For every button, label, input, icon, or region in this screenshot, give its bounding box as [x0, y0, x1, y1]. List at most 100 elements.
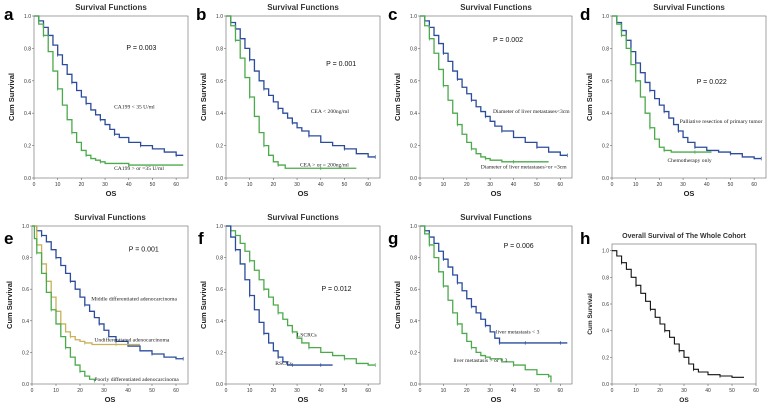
km-curve-2: [226, 15, 357, 169]
y-tick-label: 0.2: [410, 350, 417, 356]
y-tick-label: 1.0: [410, 224, 417, 230]
km-curve-2: [612, 15, 712, 153]
x-tick-label: 10: [633, 182, 639, 188]
series-label: Chemotherapy only: [667, 158, 711, 164]
x-axis-title: OS: [491, 395, 502, 404]
y-tick-label: 0.8: [216, 256, 223, 262]
km-curve-1: [420, 15, 568, 156]
y-tick-label: 1.0: [22, 224, 29, 230]
p-value: P = 0.012: [321, 286, 351, 293]
panel-label: f: [198, 229, 204, 248]
x-tick-label: 60: [558, 388, 564, 394]
x-tick-label: 20: [464, 388, 470, 394]
x-tick-label: 30: [294, 388, 300, 394]
plot-area: [419, 15, 573, 179]
x-tick-label: 10: [247, 182, 253, 188]
x-tick-label: 50: [149, 388, 155, 394]
x-tick-label: 20: [271, 182, 277, 188]
series-label: Diameter of liver metastases>or =3cm: [481, 163, 567, 170]
y-tick-label: 0.4: [216, 319, 223, 325]
x-tick-label: 30: [487, 182, 493, 188]
km-curve-1: [612, 15, 762, 160]
y-tick-label: 0.0: [602, 382, 609, 388]
y-tick-label: 0.4: [24, 111, 31, 117]
y-axis-title: Cum Survival: [393, 281, 402, 329]
panel-f: f Survival Functions 0.0 0.2 0.4 0.6 0.8 1.0 0 10…: [198, 213, 381, 404]
panel-b: b Survival Functions 0.0 0.2 0.4 0.6 0.8 1.0 0 10…: [196, 3, 381, 198]
x-tick-label: 0: [225, 388, 228, 394]
x-axis-title: OS: [684, 189, 695, 198]
x-tick-label: 30: [487, 388, 493, 394]
series-label: liver metastasis > or = 3: [453, 358, 507, 364]
y-tick-label: 0.0: [24, 176, 31, 182]
panel-h: h Overall Survival of The Whole Cohort 0.0…: [580, 229, 759, 404]
x-tick-label: 40: [126, 182, 132, 188]
y-tick-label: 0.8: [410, 46, 417, 52]
x-tick-label: 0: [419, 388, 422, 394]
km-curve-2: [420, 15, 549, 163]
plot-area: [31, 225, 189, 385]
x-tick-label: 20: [657, 388, 663, 394]
x-tick-label: 60: [753, 388, 759, 394]
y-tick-label: 0.2: [602, 355, 609, 361]
series-label: CEA > or = 200ng/ml: [300, 163, 349, 169]
y-axis-title: Cum Survival: [393, 73, 402, 121]
x-tick-label: 10: [633, 388, 639, 394]
y-tick-label: 0.6: [216, 79, 223, 85]
series-label: Diameter of liver metastases<3cm: [493, 108, 570, 115]
chart-title: Overall Survival of The Whole Cohort: [622, 233, 746, 240]
km-curve-3: [32, 225, 96, 381]
x-tick-label: 20: [271, 388, 277, 394]
y-tick-label: 0.4: [410, 111, 417, 117]
x-tick-label: 10: [441, 182, 447, 188]
panel-d: d Survival Functions 0.0 0.2 0.4 0.6 0.8 1.0 0 10…: [580, 3, 767, 198]
km-curve-2: [420, 225, 552, 383]
km-curve-1: [32, 225, 184, 360]
x-tick-label: 40: [125, 388, 131, 394]
x-tick-label: 20: [79, 182, 85, 188]
panel-label: h: [580, 229, 590, 248]
panel-label: c: [388, 5, 397, 24]
x-axis-title: OS: [298, 395, 309, 404]
km-curve-2: [226, 225, 333, 366]
y-tick-label: 0.0: [602, 176, 609, 182]
panel-label: b: [196, 5, 206, 24]
y-axis-title: Cum Survival: [199, 281, 208, 329]
x-tick-label: 50: [342, 182, 348, 188]
panel-a: a Survival Functions 0.0 0.2 0.4 0.6 0.8 1.0 0 10…: [4, 3, 189, 198]
series-label: Undifferentiated adenocarcinoma: [94, 336, 169, 343]
y-tick-label: 1.0: [410, 14, 417, 20]
x-tick-label: 10: [55, 182, 61, 188]
x-tick-label: 50: [729, 388, 735, 394]
x-tick-label: 0: [611, 388, 614, 394]
plot-area: [225, 225, 381, 385]
y-tick-label: 1.0: [216, 224, 223, 230]
chart-title: Survival Functions: [75, 3, 147, 12]
panel-label: a: [4, 5, 14, 24]
panel-label: d: [580, 5, 590, 24]
x-tick-label: 0: [419, 182, 422, 188]
km-curve-1: [612, 250, 744, 378]
y-tick-label: 0.6: [602, 79, 609, 85]
chart-title: Survival Functions: [267, 213, 339, 222]
p-value: P = 0.022: [697, 79, 727, 86]
x-tick-label: 60: [173, 182, 179, 188]
x-tick-label: 10: [53, 388, 59, 394]
x-tick-label: 30: [680, 182, 686, 188]
series-label: Palliative resection of primary tumor: [680, 118, 763, 125]
series-label: Middle differentiated adenocarcinoma: [91, 295, 177, 302]
x-tick-label: 60: [365, 182, 371, 188]
x-tick-label: 30: [102, 182, 108, 188]
x-axis-title: OS: [106, 189, 117, 198]
y-tick-label: 0.4: [602, 329, 609, 335]
y-axis-title: Cum Survival: [5, 281, 14, 329]
x-tick-label: 50: [534, 388, 540, 394]
x-axis-title: OS: [679, 397, 689, 404]
chart-title: Survival Functions: [653, 3, 725, 12]
series-label: CA199 < 35 U/ml: [114, 104, 155, 110]
p-value: P = 0.001: [129, 246, 159, 253]
p-value: P = 0.006: [504, 243, 534, 250]
chart-title: Survival Functions: [267, 3, 339, 12]
x-tick-label: 60: [173, 388, 179, 394]
